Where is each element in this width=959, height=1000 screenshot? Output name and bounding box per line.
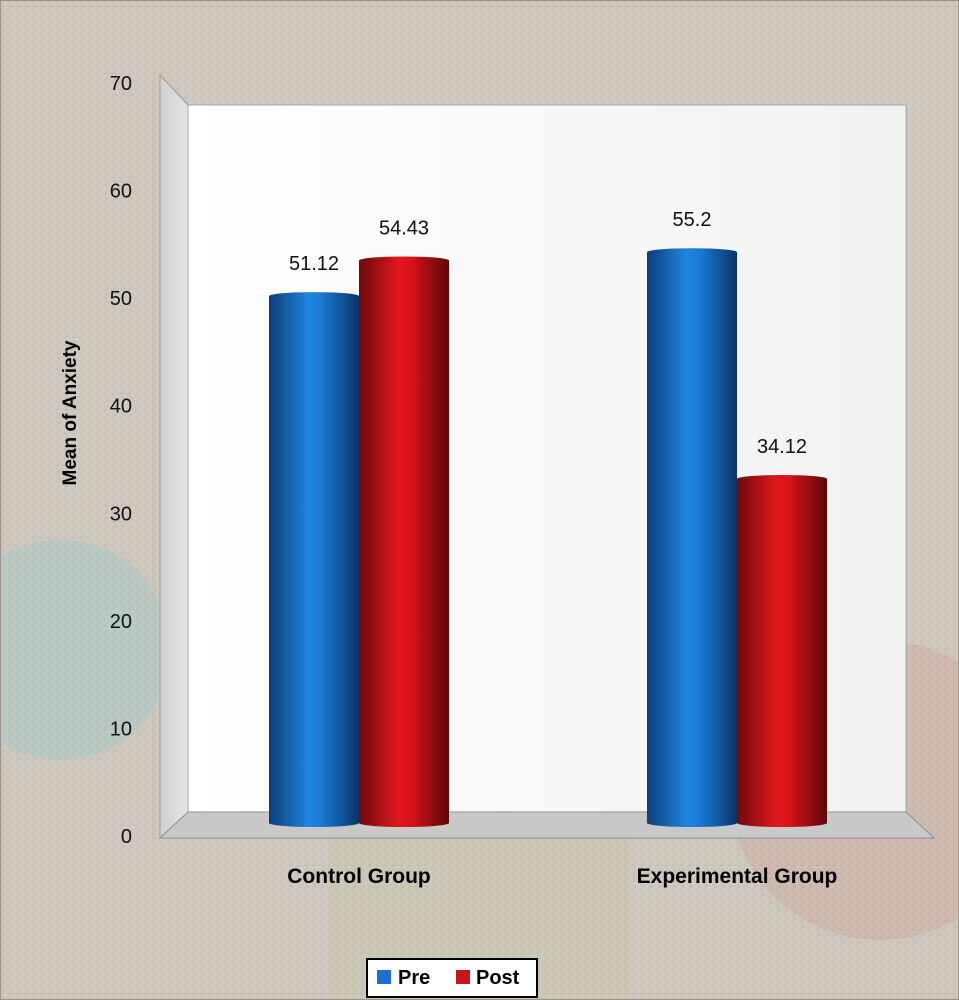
y-tick-label: 50 <box>110 288 132 310</box>
legend-swatch-post <box>456 970 470 984</box>
data-label: 51.12 <box>289 253 339 275</box>
legend-swatch-pre <box>377 970 391 984</box>
legend: Pre Post <box>366 958 538 998</box>
y-tick-label: 40 <box>110 396 132 418</box>
bar-pre-experimental-group <box>647 248 737 828</box>
bar-post-experimental-group <box>737 474 827 827</box>
x-category-label: Experimental Group <box>637 865 838 888</box>
data-labels: 51.12 54.43 55.2 34.12 <box>289 209 807 458</box>
bar-pre-control-group <box>269 292 359 827</box>
bars <box>269 248 827 828</box>
background-decoration <box>0 540 170 760</box>
legend-label-post: Post <box>476 967 520 989</box>
category-labels: Control Group Experimental Group <box>287 865 837 888</box>
y-axis-label: Mean of Anxiety <box>60 340 81 485</box>
side-wall <box>159 73 189 840</box>
y-tick-label: 10 <box>110 718 132 740</box>
y-tick-label: 70 <box>110 73 132 95</box>
data-label: 34.12 <box>757 436 807 458</box>
data-label: 54.43 <box>379 217 429 239</box>
y-tick-label: 60 <box>110 181 132 203</box>
data-label: 55.2 <box>673 209 712 231</box>
x-category-label: Control Group <box>287 865 430 888</box>
legend-box <box>366 958 538 998</box>
y-tick-label: 0 <box>121 826 132 848</box>
y-tick-label: 20 <box>110 611 132 633</box>
legend-label-pre: Pre <box>398 967 430 989</box>
y-tick-label: 30 <box>110 503 132 525</box>
y-axis: 0 10 20 30 40 50 60 70 <box>110 73 132 848</box>
bar-post-control-group <box>359 256 449 827</box>
